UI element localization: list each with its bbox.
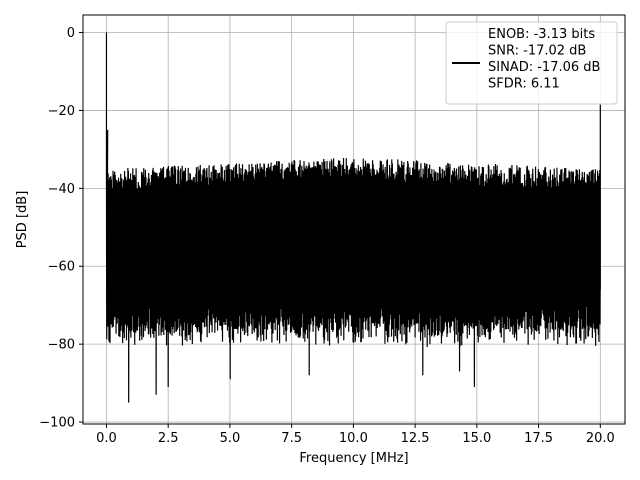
y-axis-ticks: 0 −20 −40 −60 −80 −100 [39, 26, 83, 431]
x-tick-label: 15.0 [462, 431, 491, 446]
x-tick-label: 2.5 [158, 431, 179, 446]
y-tick-label: −60 [48, 260, 75, 275]
y-tick-label: −20 [48, 104, 75, 119]
y-tick-label: −100 [39, 416, 75, 431]
legend-entry-sinad: SINAD: -17.06 dB [488, 60, 600, 75]
x-tick-label: 0.0 [96, 431, 117, 446]
y-tick-label: 0 [67, 26, 75, 41]
legend-entry-snr: SNR: -17.02 dB [488, 44, 586, 59]
x-tick-label: 12.5 [401, 431, 430, 446]
legend-box [445, 21, 618, 105]
y-tick-label: −40 [48, 182, 75, 197]
legend-entry-sfdr: SFDR: 6.11 [488, 77, 560, 92]
plot-area [105, 32, 601, 403]
legend: ENOB: -3.13 bits SNR: -17.02 dB SINAD: -… [445, 21, 618, 105]
axes-frame [82, 14, 626, 425]
y-axis-label: PSD [dB] [15, 191, 30, 249]
legend-entry-enob: ENOB: -3.13 bits [488, 27, 595, 42]
x-tick-label: 10.0 [339, 431, 368, 446]
x-axis-ticks: 0.0 2.5 5.0 7.5 10.0 12.5 15.0 17.5 20.0 [96, 424, 615, 446]
psd-series-line [105, 32, 601, 403]
x-tick-label: 5.0 [220, 431, 241, 446]
x-tick-label: 17.5 [524, 431, 553, 446]
x-tick-label: 7.5 [281, 431, 302, 446]
x-axis-label: Frequency [MHz] [299, 451, 408, 466]
x-tick-label: 20.0 [586, 431, 615, 446]
y-tick-label: −80 [48, 338, 75, 353]
